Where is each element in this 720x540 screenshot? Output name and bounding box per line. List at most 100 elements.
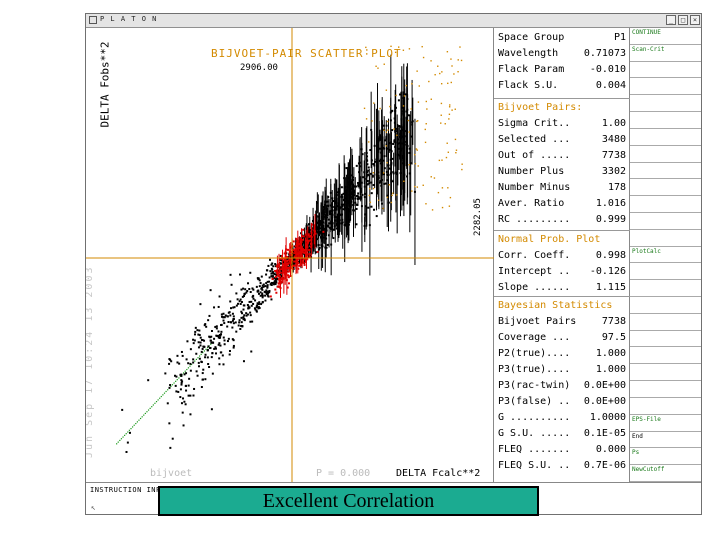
data-point [222,312,225,315]
sidebar-command-8[interactable] [630,163,701,180]
data-point [350,187,353,190]
sidebar-command-2[interactable] [630,62,701,79]
orange-point [448,118,450,120]
orange-point [445,156,448,159]
red-point [286,260,289,263]
outlier-point [125,450,128,453]
sidebar-command-16[interactable] [630,297,701,314]
red-point [281,267,284,270]
data-point [278,267,281,270]
sidebar-command-6[interactable] [630,129,701,146]
orange-point [417,120,419,122]
data-point [264,299,267,302]
fit-point [171,384,174,386]
sidebar-command-26[interactable]: NewCutoff [630,465,701,482]
sidebar-command-7[interactable] [630,146,701,163]
sidebar-command-11[interactable] [630,213,701,230]
data-point [255,309,258,312]
outlier-point [121,408,124,411]
data-point [367,169,370,172]
sidebar-command-24[interactable]: End [630,432,701,449]
data-point [349,174,352,177]
data-point [238,321,241,324]
data-point [361,193,364,196]
orange-point [425,123,427,125]
data-point [232,346,235,349]
fit-point [143,414,145,416]
sidebar-command-0[interactable]: CONTINUE [630,28,701,45]
sidebar-command-15[interactable] [630,280,701,298]
sidebar-command-13[interactable]: PlotCalc [630,247,701,264]
close-button[interactable]: × [690,15,700,25]
sidebar-command-12[interactable] [630,230,701,247]
data-point [209,336,212,339]
orange-point [411,83,413,85]
orange-point [441,187,444,189]
data-point [315,238,318,241]
sidebar-command-22[interactable] [630,398,701,415]
data-point [248,288,251,291]
maximize-button[interactable]: □ [678,15,688,25]
red-point [281,266,284,269]
sidebar-command-14[interactable] [630,263,701,281]
data-point [182,424,185,427]
data-point [239,298,242,301]
title-bar[interactable]: P L A T O N _ □ × [86,14,701,28]
fit-point [146,411,148,413]
sidebar-command-17[interactable] [630,314,701,331]
scatter-plot-area[interactable]: DELTA Fobs**2 BIJVOET-PAIR SCATTER PLOT … [86,28,494,482]
red-point [293,255,296,258]
data-point [329,226,332,229]
orange-point [440,114,442,116]
data-point [261,296,264,299]
data-point [231,319,234,322]
data-point [251,287,254,290]
data-point [197,365,200,368]
sidebar-command-18[interactable] [630,331,701,348]
data-point [210,335,213,338]
data-point [249,271,252,274]
minimize-button[interactable]: _ [666,15,676,25]
sidebar-command-5[interactable] [630,112,701,129]
data-point [362,176,365,179]
red-point [290,258,293,261]
sidebar-command-4[interactable] [630,95,701,113]
data-point [275,274,278,277]
data-point [378,159,381,162]
red-point [310,245,313,248]
data-point [243,292,246,295]
red-point [284,260,287,263]
data-point [180,402,183,405]
sidebar-command-19[interactable] [630,347,701,365]
sidebar-command-21[interactable] [630,381,701,398]
sidebar-command-20[interactable] [630,364,701,382]
data-point [187,362,190,365]
sidebar-command-10[interactable] [630,196,701,213]
data-point [278,261,281,264]
data-point [201,347,204,350]
fit-point [130,428,132,430]
data-point [293,245,296,248]
red-point [294,248,297,251]
window-menu-icon[interactable] [89,16,97,24]
sidebar-command-23[interactable]: EPS-File [630,415,701,432]
red-point [307,234,310,237]
data-point [393,140,396,143]
red-point [307,240,310,243]
data-point [355,185,358,188]
orange-point [437,191,440,194]
sidebar-command-9[interactable] [630,179,701,197]
sidebar-command-3[interactable] [630,78,701,96]
orange-point [382,207,384,210]
data-point [371,174,374,177]
sidebar-command-25[interactable]: Ps [630,448,701,466]
bayesian-stats: Bayesian Statistics Bijvoet Pairs 7738 Co… [498,298,626,474]
fit-point [189,365,191,367]
fit-point [159,397,161,399]
data-point [266,280,269,283]
orange-point [383,129,385,131]
sidebar-command-1[interactable]: Scan-Crit [630,45,701,62]
red-point [295,260,298,263]
data-point [240,321,243,324]
fit-point [167,389,169,391]
